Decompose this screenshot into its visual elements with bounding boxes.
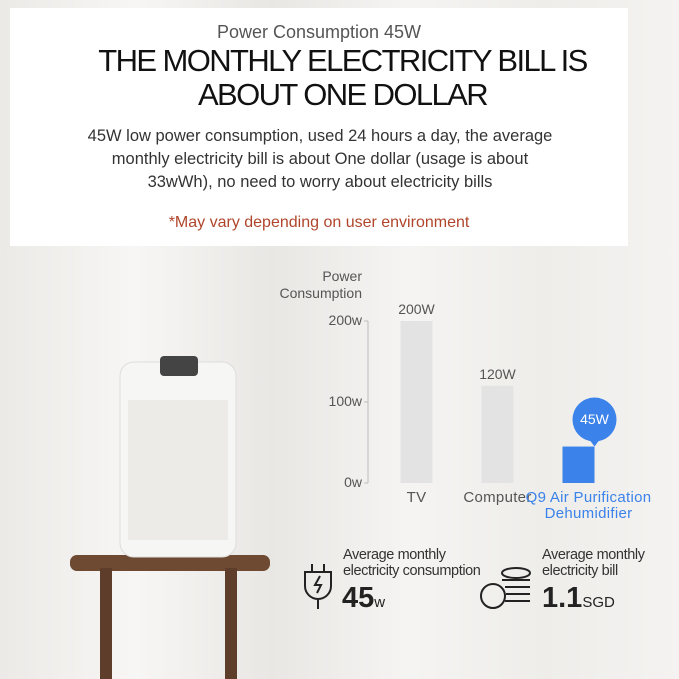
- stat-unit: SGD: [582, 594, 615, 611]
- y-tick-label: 100w: [328, 393, 362, 409]
- coin-icon: [480, 567, 531, 609]
- y-tick-label: 200w: [328, 312, 362, 328]
- bar: [562, 446, 595, 483]
- description: 45W low power consumption, used 24 hours…: [87, 127, 553, 191]
- plug-icon: [304, 564, 332, 609]
- subtitle: Power Consumption 45W: [216, 22, 422, 42]
- stat-unit: w: [374, 594, 386, 611]
- bar: [400, 321, 433, 483]
- x-tick-label: Computer: [463, 489, 532, 506]
- value-bubble-tail: [588, 438, 601, 447]
- stat-label: Average monthly electricity bill: [542, 547, 645, 579]
- value-bubble: [572, 397, 617, 442]
- y-axis-label: Power Consumption: [279, 268, 363, 301]
- note: *May vary depending on user environment: [168, 214, 470, 231]
- stat-value: 1.1SGD: [542, 582, 615, 615]
- title: THE MONTHLY ELECTRICITY BILL IS ABOUT ON…: [98, 43, 588, 112]
- y-tick-label: 0w: [344, 474, 362, 490]
- header-panel: [10, 8, 628, 246]
- stat-number: 45: [342, 582, 375, 614]
- value-label: 200W: [398, 301, 435, 317]
- purifier-illustration: [70, 356, 270, 679]
- stat-number: 1.1: [542, 582, 583, 614]
- x-tick-label: Q9 Air Purification Dehumidifier: [525, 489, 652, 522]
- x-tick-label: TV: [406, 489, 427, 506]
- stat-label: Average monthly electricity consumption: [343, 547, 481, 579]
- value-label: 120W: [479, 365, 516, 382]
- stat-value: 45w: [342, 582, 385, 615]
- value-label: 45W: [580, 410, 609, 427]
- bar: [481, 385, 514, 483]
